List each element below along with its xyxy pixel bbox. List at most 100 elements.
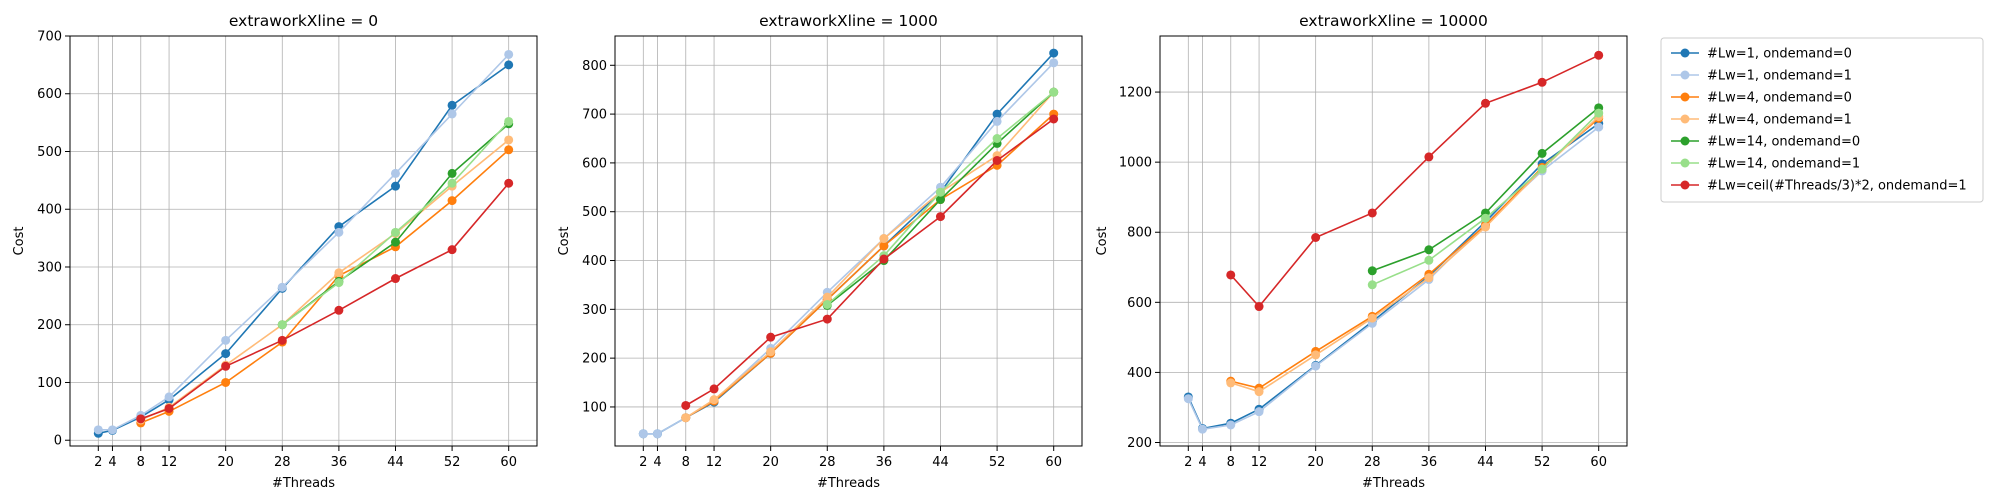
x-tick-label: 28 bbox=[1364, 455, 1381, 470]
series-line bbox=[98, 64, 510, 435]
data-point bbox=[221, 361, 231, 371]
data-point bbox=[709, 395, 719, 405]
x-tick-label: 36 bbox=[1421, 455, 1438, 470]
data-point bbox=[390, 274, 400, 284]
x-tick-label: 60 bbox=[500, 455, 517, 470]
series-line bbox=[685, 91, 1055, 419]
series-group bbox=[638, 48, 1059, 439]
legend-label: #Lw=4, ondemand=0 bbox=[1707, 91, 1852, 106]
data-point bbox=[504, 135, 514, 145]
y-tick-label: 300 bbox=[37, 260, 62, 275]
data-point bbox=[1480, 213, 1490, 223]
x-tick-label: 4 bbox=[1198, 455, 1206, 470]
legend-marker bbox=[1680, 180, 1690, 190]
series-line bbox=[1230, 117, 1600, 390]
data-point bbox=[1424, 273, 1434, 283]
y-tick-label: 300 bbox=[582, 303, 607, 318]
data-point bbox=[334, 305, 344, 315]
data-point bbox=[1480, 222, 1490, 232]
x-tick-label: 44 bbox=[387, 455, 404, 470]
data-point bbox=[709, 384, 719, 394]
legend-marker bbox=[1680, 136, 1690, 146]
data-point bbox=[1367, 313, 1377, 323]
y-tick-label: 0 bbox=[54, 434, 62, 449]
y-tick-label: 800 bbox=[582, 59, 607, 74]
data-point bbox=[1254, 407, 1264, 417]
x-tick-label: 12 bbox=[706, 455, 723, 470]
series-group bbox=[93, 49, 514, 438]
data-point bbox=[822, 292, 832, 302]
axes-frame bbox=[69, 35, 538, 447]
data-point bbox=[1311, 232, 1321, 242]
legend-item: #Lw=1, ondemand=1 bbox=[1671, 69, 1852, 84]
data-point bbox=[1424, 245, 1434, 255]
data-point bbox=[1049, 48, 1059, 58]
legend-label: #Lw=ceil(#Threads/3)*2, ondemand=1 bbox=[1707, 179, 1967, 194]
y-tick-label: 100 bbox=[582, 400, 607, 415]
x-axis-label: #Threads bbox=[272, 476, 335, 491]
series-line bbox=[643, 52, 1055, 435]
y-tick-label: 100 bbox=[37, 376, 62, 391]
y-tick-label: 600 bbox=[582, 156, 607, 171]
data-point bbox=[504, 60, 514, 70]
y-tick-label: 200 bbox=[582, 352, 607, 367]
x-tick-label: 36 bbox=[331, 455, 348, 470]
y-axis-label: Cost bbox=[557, 227, 572, 256]
legend-marker bbox=[1680, 70, 1690, 80]
data-point bbox=[447, 100, 457, 110]
legend-label: #Lw=1, ondemand=1 bbox=[1707, 69, 1852, 84]
data-point bbox=[1594, 50, 1604, 60]
x-tick-label: 20 bbox=[217, 455, 234, 470]
y-tick-label: 700 bbox=[582, 108, 607, 123]
series-line bbox=[1230, 116, 1600, 393]
data-point bbox=[992, 116, 1002, 126]
panel-title: extraworkXline = 0 bbox=[229, 12, 378, 30]
x-tick-label: 28 bbox=[274, 455, 291, 470]
data-point bbox=[1049, 87, 1059, 97]
legend-marker bbox=[1680, 114, 1690, 124]
legend-label: #Lw=14, ondemand=1 bbox=[1707, 157, 1860, 172]
data-point bbox=[879, 234, 889, 244]
y-tick-label: 1200 bbox=[1119, 86, 1152, 101]
data-point bbox=[390, 181, 400, 191]
x-tick-label: 44 bbox=[932, 455, 949, 470]
data-point bbox=[1594, 108, 1604, 118]
y-axis-label: Cost bbox=[12, 227, 27, 256]
data-point bbox=[1367, 266, 1377, 276]
data-point bbox=[1311, 350, 1321, 360]
x-tick-label: 12 bbox=[1251, 455, 1268, 470]
x-tick-label: 60 bbox=[1045, 455, 1062, 470]
data-point bbox=[879, 254, 889, 264]
legend-item: #Lw=4, ondemand=0 bbox=[1671, 91, 1852, 106]
data-point bbox=[652, 429, 662, 439]
y-tick-label: 600 bbox=[37, 87, 62, 102]
data-point bbox=[221, 335, 231, 345]
data-point bbox=[164, 392, 174, 402]
data-point bbox=[1480, 98, 1490, 108]
legend-box bbox=[1660, 37, 1984, 203]
legend-marker bbox=[1680, 48, 1690, 58]
data-point bbox=[1254, 302, 1264, 312]
data-point bbox=[164, 403, 174, 413]
chart-panels: 2 4 8 12 20 28 36 44 52 600100200300400500600700e… bbox=[12, 12, 1628, 491]
x-tick-label: 2 bbox=[639, 455, 647, 470]
data-point bbox=[638, 429, 648, 439]
legend-label: #Lw=1, ondemand=0 bbox=[1707, 47, 1852, 62]
y-tick-label: 200 bbox=[1127, 436, 1152, 451]
series-line bbox=[685, 113, 1055, 419]
legend-item: #Lw=14, ondemand=1 bbox=[1671, 157, 1860, 172]
legend-item: #Lw=4, ondemand=1 bbox=[1671, 113, 1852, 128]
data-point bbox=[1537, 77, 1547, 87]
series-line bbox=[98, 53, 510, 431]
data-point bbox=[822, 299, 832, 309]
data-point bbox=[1226, 270, 1236, 280]
data-point bbox=[1594, 122, 1604, 132]
y-axis-label: Cost bbox=[1095, 227, 1110, 256]
x-tick-label: 2 bbox=[94, 455, 102, 470]
x-tick-label: 8 bbox=[682, 455, 690, 470]
gridlines bbox=[615, 36, 1082, 446]
data-point bbox=[992, 109, 1002, 119]
panel-title: extraworkXline = 10000 bbox=[1299, 12, 1488, 30]
data-point bbox=[1424, 152, 1434, 162]
